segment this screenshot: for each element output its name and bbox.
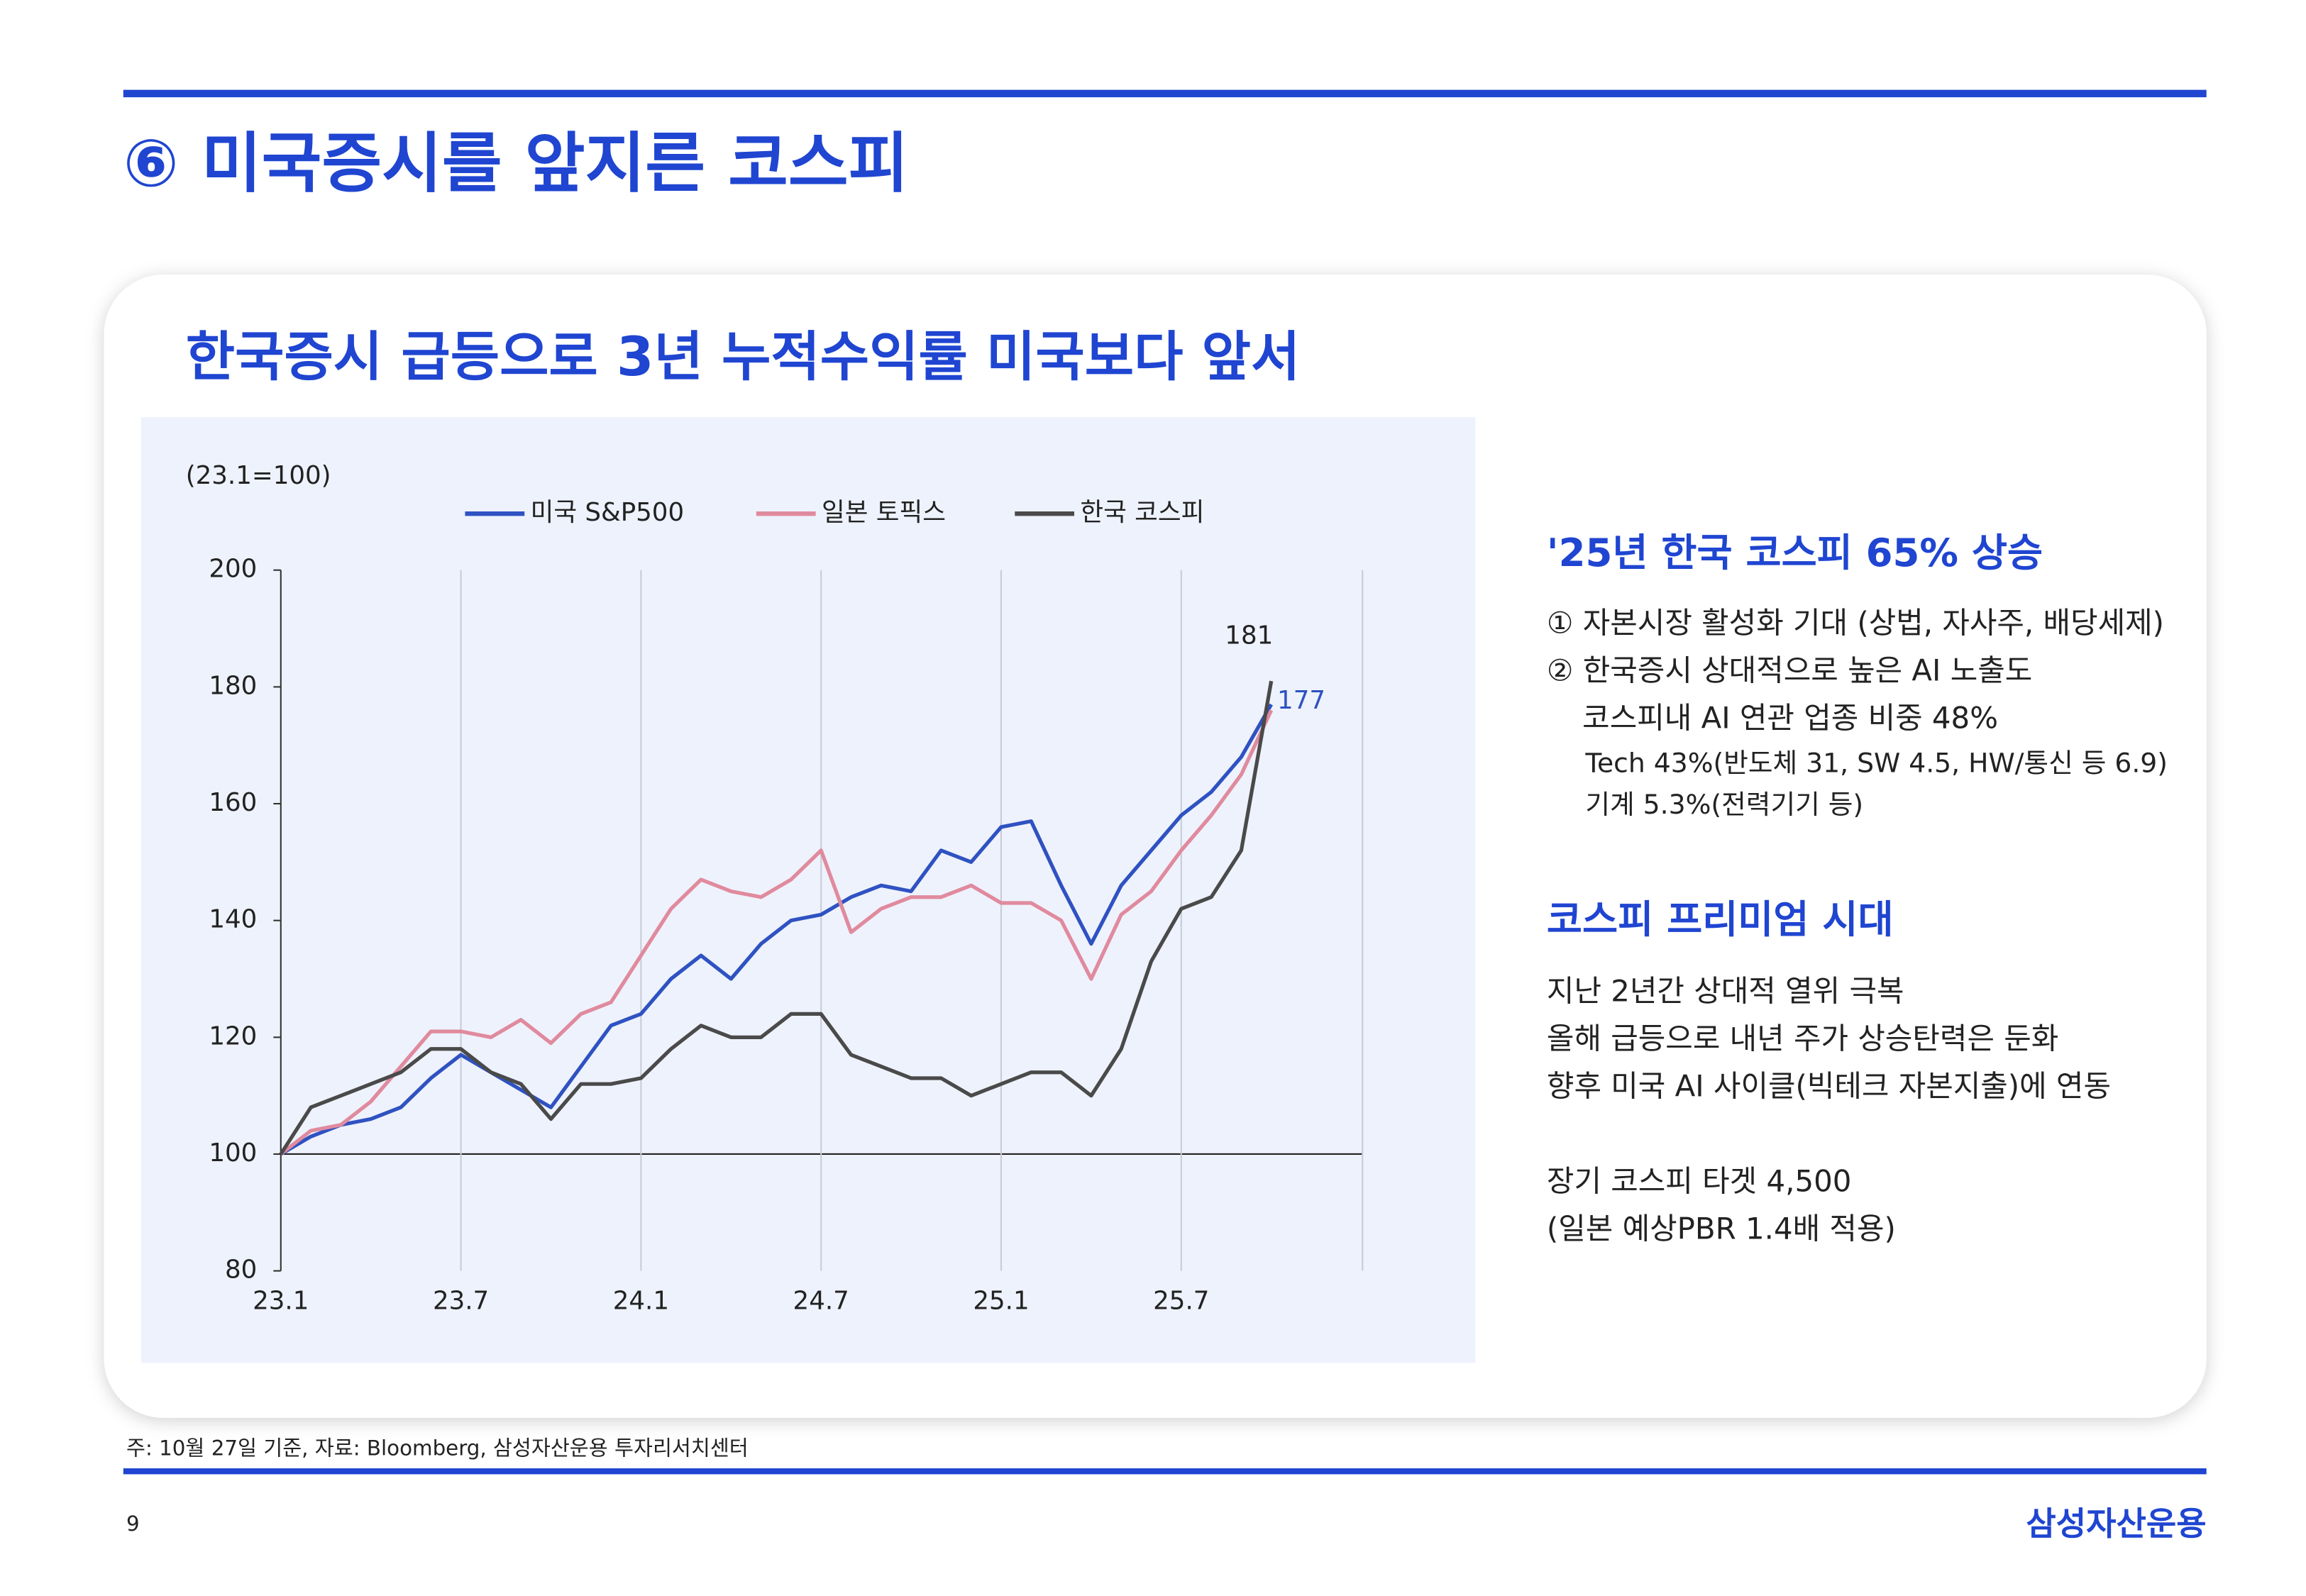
section-line: 향후 미국 AI 사이클(빅테크 자본지출)에 연동 xyxy=(1547,1069,2111,1104)
chart-area xyxy=(140,417,1476,1363)
x-tick-label: 23.7 xyxy=(433,1287,489,1316)
legend-label: 한국 코스피 xyxy=(1080,498,1204,527)
section-line: 코스피내 AI 연관 업종 비중 48% xyxy=(1582,701,1998,736)
legend-label: 미국 S&P500 xyxy=(531,498,685,527)
y-axis-label: (23.1=100) xyxy=(186,461,331,490)
x-tick-label: 24.1 xyxy=(613,1287,669,1316)
y-tick-label: 180 xyxy=(209,671,257,700)
section-line: ① 자본시장 활성화 기대 (상법, 자사주, 배당세제) xyxy=(1547,606,2164,641)
logo: 삼성자산운용 xyxy=(2026,1504,2206,1543)
section-line: 장기 코스피 타겟 4,500 xyxy=(1547,1164,1851,1199)
legend-label: 일본 토픽스 xyxy=(822,498,946,527)
y-tick-label: 160 xyxy=(209,788,257,817)
y-tick-label: 100 xyxy=(209,1138,257,1168)
x-tick-label: 25.1 xyxy=(973,1287,1029,1316)
series-line xyxy=(279,680,1274,1156)
section-line: 지난 2년간 상대적 열위 극복 xyxy=(1547,974,1904,1009)
section-title: 코스피 프리미엄 시대 xyxy=(1547,897,1894,942)
series-line xyxy=(280,703,1273,1156)
data-label: 181 xyxy=(1225,621,1273,650)
section-line: ② 한국증시 상대적으로 높은 AI 노출도 xyxy=(1547,653,2032,688)
section-line: Tech 43%(반도체 31, SW 4.5, HW/통신 등 6.9) xyxy=(1584,747,2168,778)
y-tick-label: 140 xyxy=(209,905,257,934)
footnote: 주: 10월 27일 기준, 자료: Bloomberg, 삼성자산운용 투자리… xyxy=(126,1436,749,1460)
series-line xyxy=(280,709,1274,1156)
y-tick-label: 80 xyxy=(225,1256,257,1285)
y-tick-label: 200 xyxy=(209,555,257,584)
x-tick-label: 23.1 xyxy=(253,1287,309,1316)
y-tick-label: 120 xyxy=(209,1021,257,1051)
page-number: 9 xyxy=(126,1512,140,1536)
data-label: 177 xyxy=(1277,686,1325,715)
section-title: '25년 한국 코스피 65% 상승 xyxy=(1547,530,2043,575)
chart-title: 한국증시 급등으로 3년 누적수익률 미국보다 앞서 xyxy=(186,326,1301,388)
x-tick-label: 25.7 xyxy=(1153,1287,1209,1316)
section-line: 기계 5.3%(전력기기 등) xyxy=(1585,789,1863,820)
section-line: 올해 급등으로 내년 주가 상승탄력은 둔화 xyxy=(1547,1021,2058,1056)
slide-title: ⑥ 미국증시를 앞지른 코스피 xyxy=(123,126,909,201)
x-tick-label: 24.7 xyxy=(793,1287,849,1316)
section-line: (일본 예상PBR 1.4배 적용) xyxy=(1547,1212,1896,1246)
